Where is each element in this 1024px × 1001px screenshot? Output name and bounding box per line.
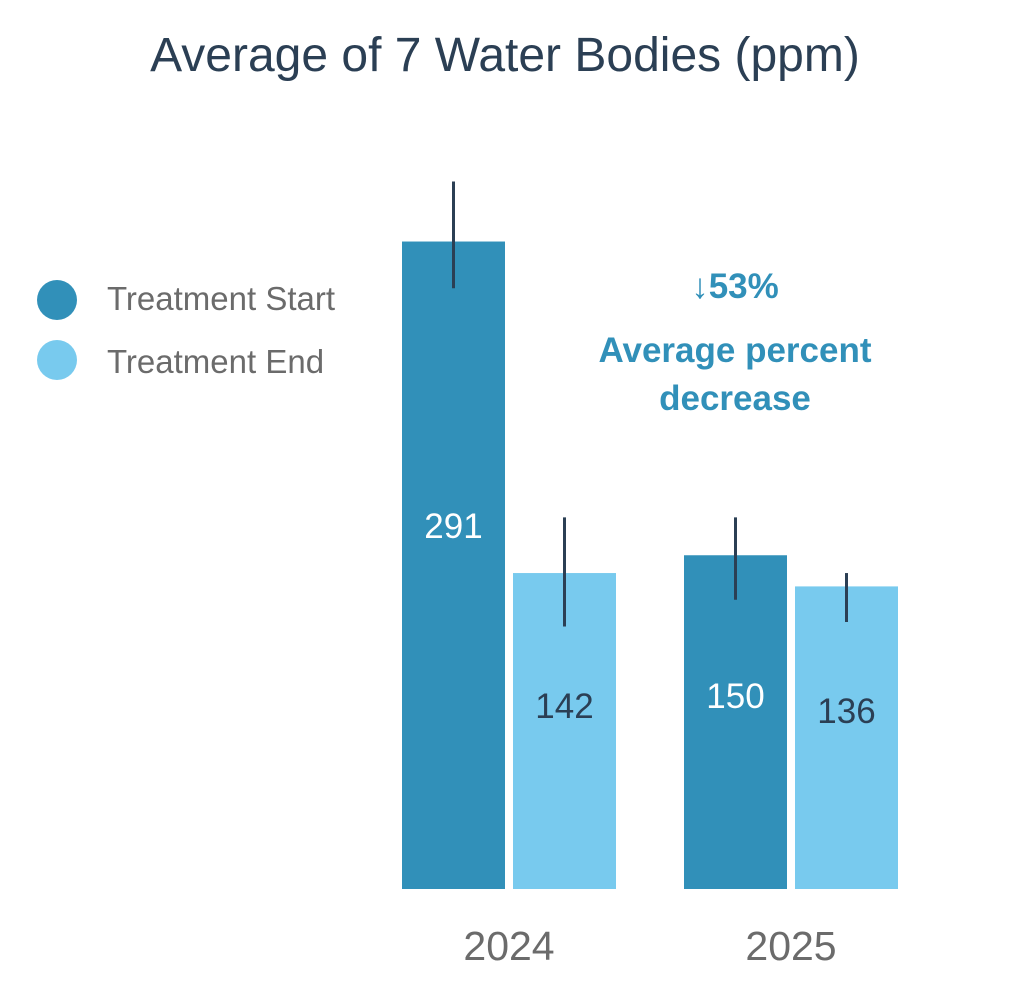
annotation-line-1: Average percent bbox=[599, 331, 872, 370]
legend: Treatment Start Treatment End bbox=[37, 280, 335, 380]
data-label-2024-treatment-start: 291 bbox=[424, 507, 482, 546]
annotation-arrow: ↓ bbox=[691, 267, 709, 306]
legend-swatch-treatment-start bbox=[37, 280, 77, 320]
bar-2025-treatment-end bbox=[795, 586, 898, 889]
bar-2024-treatment-start bbox=[402, 241, 505, 889]
bar-2025-treatment-start bbox=[684, 555, 787, 889]
annotation-line-2: decrease bbox=[659, 379, 811, 418]
annotation-percent: ↓53% bbox=[691, 267, 779, 306]
data-label-2025-treatment-end: 136 bbox=[817, 692, 875, 731]
annotation-percent-value: 53% bbox=[709, 267, 779, 306]
chart-title: Average of 7 Water Bodies (ppm) bbox=[150, 29, 860, 82]
plot-area: 291 142 2024 150 136 2025 bbox=[402, 181, 898, 969]
legend-label-treatment-start: Treatment Start bbox=[107, 280, 335, 317]
data-label-2024-treatment-end: 142 bbox=[535, 687, 593, 726]
legend-swatch-treatment-end bbox=[37, 340, 77, 380]
category-label-2024: 2024 bbox=[463, 923, 554, 969]
annotation: ↓53% Average percent decrease bbox=[599, 267, 872, 418]
category-label-2025: 2025 bbox=[745, 923, 836, 969]
legend-label-treatment-end: Treatment End bbox=[107, 343, 324, 380]
data-label-2025-treatment-start: 150 bbox=[706, 677, 764, 716]
